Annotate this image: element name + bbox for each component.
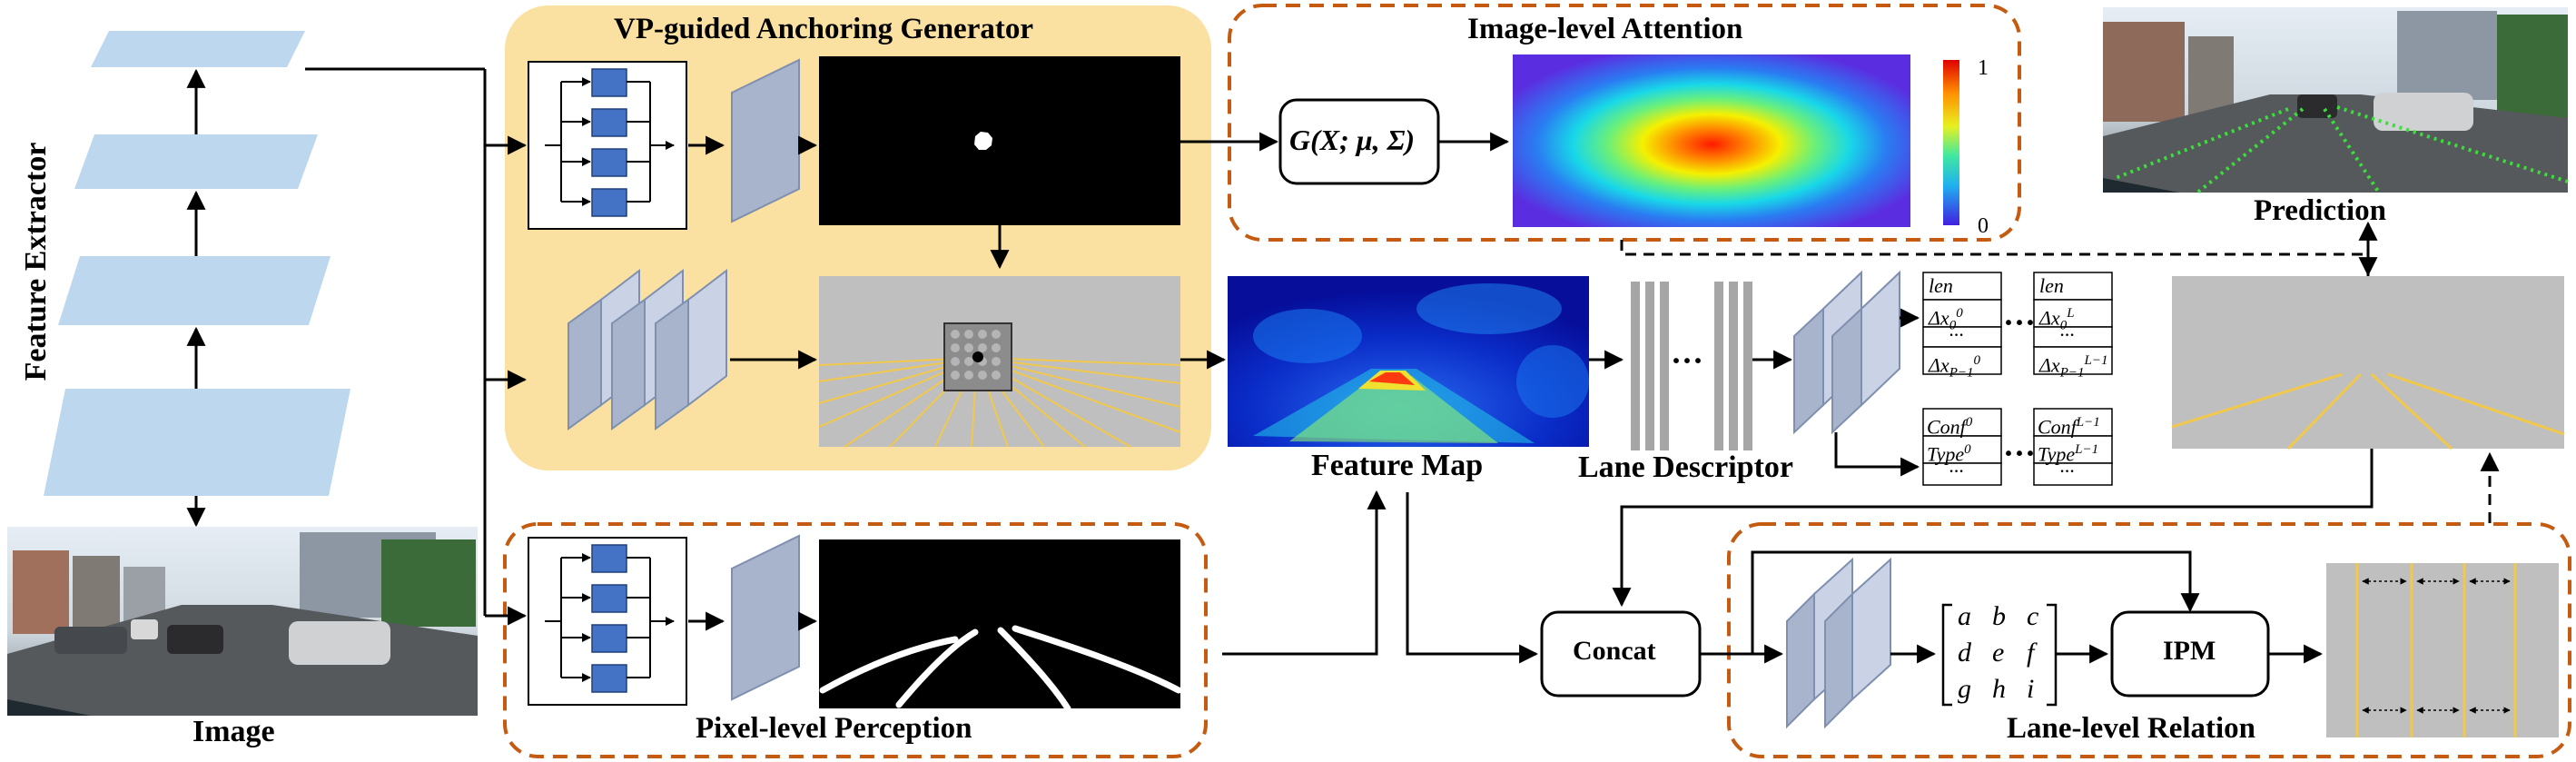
vanishing-point-blob [974,132,992,150]
class-table-last [2033,408,2113,486]
geom-first-dots: ··· [1949,323,1964,346]
vp-generator-title: VP-guided Anchoring Generator [614,13,1033,45]
class-table-ellipsis: ··· [2003,435,2037,471]
feature-extractor-layers [44,31,350,528]
class-first-conf: Conf0 [1927,415,1973,439]
matrix-g: g [1958,674,1971,704]
matrix-i: i [2027,674,2035,704]
input-road-image [7,527,478,716]
descriptor-ellipsis: ··· [1671,342,1704,379]
feature-map-label: Feature Map [1311,449,1484,482]
image-label: Image [192,715,275,748]
geom-first-dx0: Δx00 [1929,306,1963,333]
feature-extractor-label: Feature Extractor [19,142,53,381]
pixel-perception-title: Pixel-level Perception [696,712,972,745]
lane-relation-title: Lane-level Relation [2007,712,2256,745]
prediction-label: Prediction [2254,194,2387,227]
geometry-table-ellipsis: ··· [2003,304,2037,341]
image-attention-title: Image-level Attention [1467,13,1743,45]
colorbar-min: 0 [1978,214,1989,238]
matrix-b: b [1992,601,2006,631]
pixel-perception-panel [503,522,1208,758]
feature-layer-4 [44,389,350,496]
geom-last-dx0: Δx0L [2039,306,2075,333]
attention-heatmap [1513,54,1910,227]
ipm-label: IPM [2163,636,2216,666]
lane-descriptor-bars [1631,282,1752,450]
geom-last-dots: ··· [2059,323,2075,346]
class-last-dots: ··· [2059,460,2075,482]
class-last-type: TypeL−1 [2038,442,2099,466]
aspp-module-bottom [528,537,687,706]
conv-stack-three [568,268,727,430]
colorbar-max: 1 [1978,56,1989,80]
matrix-f: f [2027,638,2035,668]
matrix-e: e [1992,638,2005,668]
feature-map-heatmap [1228,276,1589,447]
lane-prediction-canvas [2171,276,2565,450]
geometry-table-last [2033,272,2113,375]
conv-stack-descriptor [1793,270,1900,435]
geometry-table-first [1922,272,2002,375]
bev-lane-canvas [2326,563,2559,737]
lane-segmentation-mask [819,539,1182,712]
vp-mask-map [819,56,1180,225]
matrix-d: d [1958,638,1971,668]
aspp-module-top [528,61,687,230]
concat-label: Concat [1573,636,1656,666]
geom-last-len: len [2039,274,2064,297]
image-attention-panel [1228,4,2021,242]
prediction-road-image [2103,7,2569,194]
class-first-type: Type0 [1927,442,1971,466]
geom-first-len: len [1929,274,1953,297]
feature-layer-1 [91,31,305,67]
conv-slab-bottom [731,534,800,701]
class-last-conf: ConfL−1 [2038,415,2100,439]
feature-layer-2 [74,134,318,189]
gaussian-formula: G(X; μ, Σ) [1289,124,1416,156]
lane-relation-panel [1727,522,2571,758]
geom-last-dxp: ΔxP−1L−1 [2039,353,2108,381]
class-first-dots: ··· [1949,460,1964,482]
matrix-a: a [1958,601,1971,631]
matrix-c: c [2027,601,2039,631]
matrix-h: h [1992,674,2006,704]
conv-slab-top [731,58,800,223]
feature-layer-3 [58,256,331,325]
class-table-first [1922,408,2002,486]
geom-first-dxp: ΔxP−10 [1929,353,1980,381]
anchor-canvas [818,276,1181,448]
lane-descriptor-label: Lane Descriptor [1578,450,1794,484]
conv-stack-relation [1786,557,1891,729]
colorbar [1943,60,1959,225]
